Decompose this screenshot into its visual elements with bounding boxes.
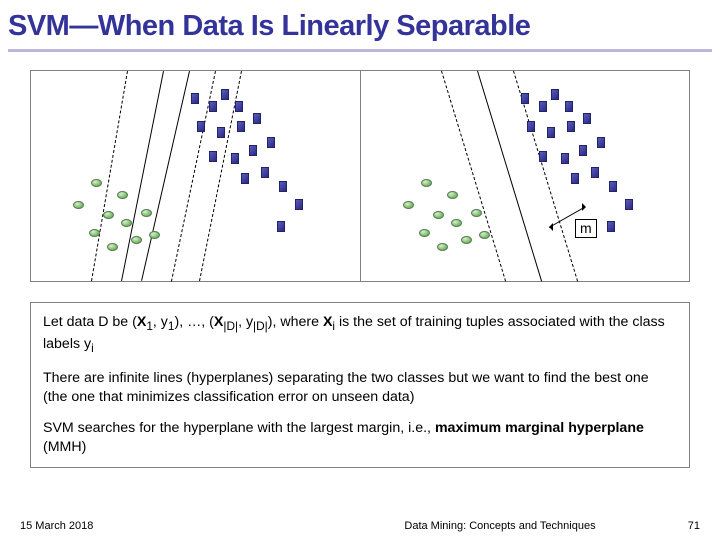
class-a-point <box>403 201 414 209</box>
class-b-point <box>527 121 535 132</box>
class-b-point <box>241 173 249 184</box>
class-a-point <box>447 191 458 199</box>
class-a-point <box>437 243 448 251</box>
class-b-point <box>197 121 205 132</box>
figure-container: m <box>30 70 690 282</box>
class-b-point <box>277 221 285 232</box>
class-b-point <box>267 137 275 148</box>
class-b-point <box>625 199 633 210</box>
class-b-point <box>539 101 547 112</box>
class-a-point <box>451 219 462 227</box>
class-b-point <box>191 93 199 104</box>
class-b-point <box>235 101 243 112</box>
class-b-point <box>609 181 617 192</box>
class-a-point <box>89 229 100 237</box>
footer-center: Data Mining: Concepts and Techniques <box>340 520 660 532</box>
footer-date: 15 March 2018 <box>20 520 340 532</box>
margin-label: m <box>575 219 597 238</box>
class-b-point <box>607 221 615 232</box>
class-b-point <box>279 181 287 192</box>
class-a-point <box>103 211 114 219</box>
class-a-point <box>117 191 128 199</box>
class-b-point <box>217 127 225 138</box>
class-a-point <box>479 231 490 239</box>
class-b-point <box>597 137 605 148</box>
separator-line <box>121 71 164 281</box>
class-b-point <box>209 101 217 112</box>
class-a-point <box>141 209 152 217</box>
class-b-point <box>561 153 569 164</box>
figure-left <box>31 71 360 281</box>
separator-line <box>141 71 190 281</box>
class-b-point <box>591 167 599 178</box>
separator-line <box>477 71 542 281</box>
class-b-point <box>231 153 239 164</box>
class-b-point <box>547 127 555 138</box>
body-text: Let data D be (X1, y1), …, (X|D|, y|D|),… <box>30 302 690 468</box>
class-a-point <box>149 231 160 239</box>
class-b-point <box>209 151 217 162</box>
class-a-point <box>461 236 472 244</box>
class-a-point <box>91 179 102 187</box>
class-b-point <box>261 167 269 178</box>
separator-line <box>441 71 506 281</box>
class-b-point <box>579 145 587 156</box>
class-b-point <box>249 145 257 156</box>
class-a-point <box>433 211 444 219</box>
class-b-point <box>221 89 229 100</box>
class-b-point <box>571 173 579 184</box>
arrowhead-icon <box>545 223 553 231</box>
class-b-point <box>253 113 261 124</box>
arrowhead-icon <box>582 203 590 211</box>
class-b-point <box>521 93 529 104</box>
class-b-point <box>539 151 547 162</box>
class-b-point <box>567 121 575 132</box>
class-a-point <box>471 209 482 217</box>
class-a-point <box>421 179 432 187</box>
class-a-point <box>107 243 118 251</box>
class-a-point <box>121 219 132 227</box>
footer: 15 March 2018 Data Mining: Concepts and … <box>0 520 720 532</box>
class-b-point <box>565 101 573 112</box>
class-b-point <box>551 89 559 100</box>
class-a-point <box>419 229 430 237</box>
footer-page: 71 <box>660 520 700 532</box>
class-b-point <box>237 121 245 132</box>
class-a-point <box>73 201 84 209</box>
title-underline <box>8 49 712 52</box>
class-b-point <box>295 199 303 210</box>
figure-right: m <box>360 71 689 281</box>
class-b-point <box>583 113 591 124</box>
slide-title: SVM—When Data Is Linearly Separable <box>0 0 720 49</box>
class-a-point <box>131 236 142 244</box>
